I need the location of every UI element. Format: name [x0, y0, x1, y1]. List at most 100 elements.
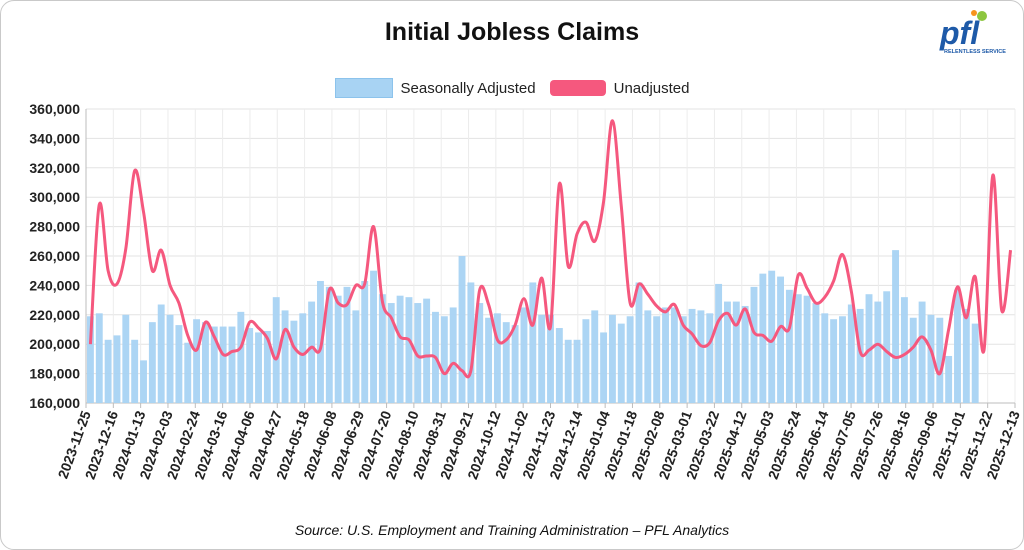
bar	[777, 276, 784, 403]
bar	[564, 339, 572, 403]
bar	[370, 270, 377, 403]
bar	[591, 310, 599, 403]
bar	[131, 339, 139, 403]
bar	[405, 297, 413, 403]
bar	[812, 303, 820, 403]
y-tick-label: 200,000	[29, 336, 80, 352]
bar	[493, 313, 501, 403]
bar	[617, 323, 625, 403]
legend-item-unadjusted[interactable]: Unadjusted	[549, 78, 690, 98]
svg-text:RELENTLESS SERVICE: RELENTLESS SERVICE	[944, 49, 1006, 55]
bar	[847, 304, 855, 403]
bar	[706, 313, 714, 403]
bar	[679, 316, 687, 403]
bar	[600, 332, 608, 403]
bar	[361, 280, 369, 403]
bar	[883, 291, 891, 403]
bar	[785, 289, 793, 403]
bar	[387, 303, 395, 403]
bar	[210, 326, 218, 403]
bar	[724, 301, 731, 403]
svg-text:pfl: pfl	[939, 15, 980, 51]
bar	[449, 307, 457, 403]
bar	[644, 310, 652, 403]
legend-label-seasonally-adjusted: Seasonally Adjusted	[400, 79, 536, 97]
bar	[608, 314, 616, 403]
bar	[423, 298, 431, 403]
bar	[547, 314, 554, 403]
bar	[511, 325, 519, 403]
bar	[476, 303, 484, 403]
bar	[255, 332, 262, 403]
bar	[954, 289, 961, 403]
bar	[485, 317, 493, 403]
bar	[741, 305, 749, 403]
y-tick-label: 300,000	[29, 189, 80, 205]
bar	[440, 316, 448, 403]
y-tick-label: 160,000	[29, 395, 80, 411]
bar	[768, 270, 776, 403]
y-tick-label: 260,000	[29, 248, 80, 264]
bar	[697, 310, 705, 403]
bar	[662, 307, 669, 403]
bar	[918, 301, 926, 403]
y-tick-label: 220,000	[29, 307, 80, 323]
y-tick-label: 320,000	[29, 160, 80, 176]
bar	[538, 314, 546, 403]
bar	[962, 308, 970, 403]
bar	[86, 316, 94, 403]
bar	[909, 317, 917, 403]
y-tick-label: 340,000	[29, 130, 80, 146]
bar	[104, 339, 112, 403]
chart-title: Initial Jobless Claims	[384, 18, 640, 46]
bar	[228, 326, 236, 403]
bar	[325, 286, 333, 403]
bar	[290, 320, 298, 403]
y-tick-label: 360,000	[29, 101, 80, 117]
bar	[892, 250, 900, 403]
bar	[856, 308, 864, 403]
bar	[715, 283, 723, 403]
bar	[821, 313, 829, 403]
bar	[246, 328, 254, 403]
legend-item-seasonally-adjusted[interactable]: Seasonally Adjusted	[334, 78, 536, 98]
bar	[308, 301, 316, 403]
bar	[582, 319, 590, 403]
bar	[945, 355, 953, 403]
bar	[750, 286, 758, 403]
bar	[520, 307, 528, 403]
bar	[732, 301, 740, 403]
y-tick-label: 180,000	[29, 366, 80, 382]
bar	[157, 304, 165, 403]
bar	[272, 297, 280, 403]
bar	[334, 295, 342, 403]
bar	[378, 294, 386, 403]
bar	[794, 294, 802, 403]
y-tick-label: 240,000	[29, 277, 80, 293]
bar	[626, 316, 634, 403]
bar	[201, 322, 209, 403]
bar	[281, 310, 289, 403]
bar	[343, 286, 351, 403]
source-note: Source: U.S. Employment and Training Adm…	[294, 522, 730, 538]
bar	[219, 326, 227, 403]
bar	[759, 273, 767, 403]
bar	[458, 256, 466, 403]
bar	[670, 307, 678, 403]
bar	[839, 316, 846, 403]
bar	[900, 297, 908, 403]
bar	[971, 323, 979, 403]
bar	[688, 308, 696, 403]
bar	[396, 295, 404, 403]
bar	[113, 335, 121, 403]
bar	[927, 314, 935, 403]
bar	[502, 322, 510, 403]
bar	[529, 282, 537, 403]
legend-swatch-line	[549, 80, 606, 96]
legend-swatch-bar	[334, 78, 393, 98]
bar	[237, 311, 245, 403]
bar	[573, 339, 581, 403]
bar	[830, 319, 838, 403]
bar	[175, 325, 183, 403]
